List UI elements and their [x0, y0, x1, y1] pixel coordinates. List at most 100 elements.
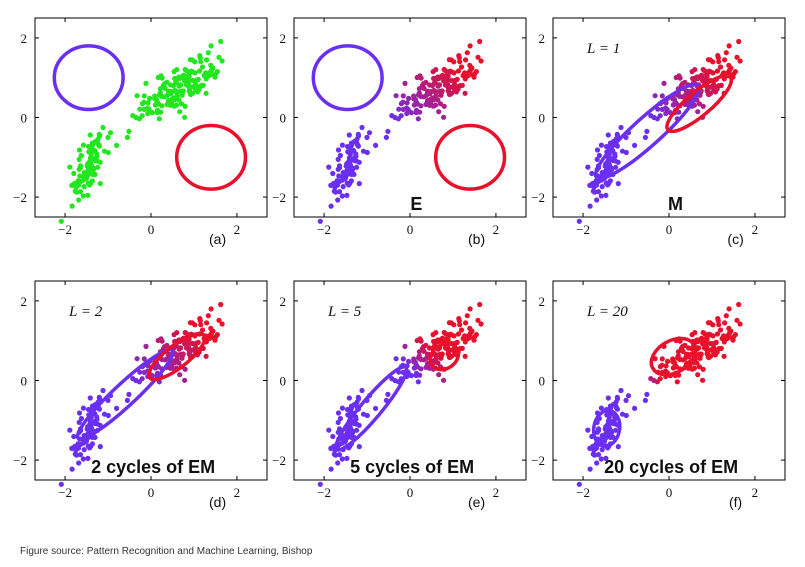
data-point — [595, 189, 602, 195]
x-tick-label: 0 — [148, 485, 155, 500]
data-point — [473, 69, 479, 75]
data-point — [457, 322, 463, 328]
data-point — [657, 113, 663, 119]
data-point — [657, 364, 664, 370]
data-point — [692, 67, 698, 73]
x-tick-label: −2 — [58, 222, 72, 237]
data-point — [96, 396, 103, 402]
data-point — [208, 71, 214, 77]
data-point — [344, 172, 350, 178]
data-point — [85, 180, 91, 186]
data-point — [437, 101, 444, 107]
data-point — [333, 452, 339, 458]
figure-caption: Figure source: Pattern Recognition and M… — [20, 546, 313, 557]
data-point — [216, 54, 222, 60]
data-point — [665, 358, 671, 364]
data-point — [702, 68, 708, 74]
data-point — [392, 377, 398, 384]
data-point — [696, 101, 703, 107]
data-point — [439, 337, 445, 343]
data-point — [714, 68, 721, 74]
data-point — [88, 169, 95, 175]
blue-component-contour — [52, 44, 125, 112]
data-point — [96, 133, 103, 139]
data-point — [356, 181, 362, 187]
panel-4: −2 0 2 2 0 −2 (d) L = 2 2 cycles of EM — [13, 280, 268, 510]
data-point — [69, 203, 75, 209]
data-point — [147, 95, 153, 101]
data-point — [385, 128, 391, 134]
data-point — [433, 330, 439, 336]
data-point — [94, 158, 100, 164]
data-point — [94, 414, 100, 420]
data-point — [333, 189, 339, 195]
data-point — [734, 317, 740, 323]
data-point — [737, 321, 743, 327]
y-tick-label: 2 — [280, 31, 287, 46]
data-point — [441, 103, 447, 109]
data-point — [590, 445, 596, 451]
data-point — [594, 460, 600, 466]
data-point — [174, 357, 180, 363]
data-point — [360, 411, 367, 417]
data-point — [355, 142, 361, 148]
data-point — [458, 64, 465, 70]
data-point — [594, 156, 600, 162]
y-tick-label: 0 — [539, 111, 546, 126]
data-point — [154, 109, 160, 116]
data-point — [85, 161, 91, 167]
data-point — [355, 133, 362, 139]
data-point — [606, 432, 613, 438]
data-point — [695, 372, 701, 378]
data-point — [663, 105, 669, 111]
data-point — [193, 345, 199, 351]
data-point — [205, 313, 211, 319]
data-point — [723, 50, 729, 56]
data-point — [156, 116, 162, 122]
data-point — [726, 334, 732, 340]
data-point — [58, 218, 64, 224]
data-point — [187, 320, 193, 326]
data-point — [444, 72, 451, 78]
data-point — [354, 164, 360, 170]
data-point — [576, 481, 582, 487]
x-tick-label: −2 — [576, 222, 590, 237]
data-point — [427, 345, 433, 351]
data-point — [351, 402, 357, 408]
data-point — [89, 178, 95, 184]
data-point — [614, 396, 621, 402]
data-point — [413, 109, 419, 116]
x-tick-label: 0 — [666, 485, 673, 500]
data-point — [197, 55, 203, 61]
data-point — [347, 169, 354, 175]
data-point — [208, 334, 214, 340]
data-point — [336, 452, 343, 458]
data-point — [208, 306, 214, 312]
data-point — [599, 447, 605, 453]
data-point — [80, 177, 86, 183]
data-point — [344, 143, 351, 150]
data-point — [423, 355, 429, 361]
data-point — [464, 313, 470, 319]
data-point — [471, 74, 477, 80]
x-tick-label: 2 — [752, 222, 759, 237]
data-point — [152, 93, 158, 99]
panel-2: −2 0 2 2 0 −2 (b) E — [272, 17, 527, 247]
data-point — [107, 130, 114, 136]
red-component-contour — [433, 123, 507, 191]
plot-frame — [34, 17, 268, 218]
data-point — [713, 339, 719, 345]
data-point — [732, 332, 739, 338]
data-point — [176, 346, 182, 352]
data-point — [651, 114, 657, 121]
data-point — [433, 67, 439, 73]
data-point — [702, 331, 708, 337]
x-tick-label: −2 — [576, 485, 590, 500]
panel-sublabel: (d) — [209, 494, 226, 510]
data-point — [353, 158, 359, 164]
data-point — [71, 433, 77, 440]
data-point — [454, 339, 460, 345]
data-point — [344, 161, 350, 167]
data-point — [425, 97, 431, 103]
data-point — [80, 142, 86, 148]
